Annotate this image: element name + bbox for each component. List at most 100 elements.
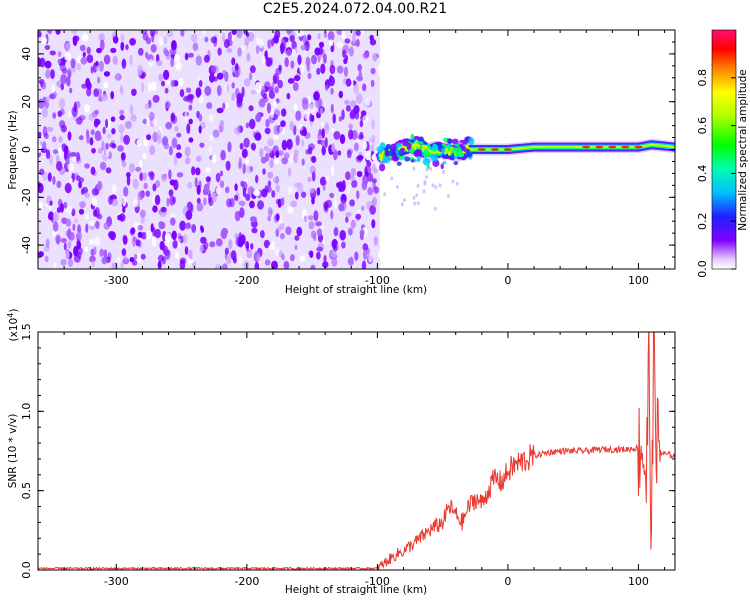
heatmap-noise-cell xyxy=(316,228,322,237)
heatmap-noise-cell xyxy=(289,154,294,164)
heatmap-noise-cell xyxy=(321,128,326,139)
heatmap-noise-cell xyxy=(38,57,42,66)
heatmap-noise-cell xyxy=(157,254,165,262)
heatmap-noise-cell xyxy=(234,210,241,222)
heatmap-noise-cell xyxy=(355,213,362,220)
heatmap-noise-cell xyxy=(322,184,326,191)
heatmap-noise-cell xyxy=(160,206,167,213)
heatmap-noise-cell xyxy=(165,121,173,130)
heatmap-noise-cell xyxy=(236,124,241,136)
heatmap-noise-cell xyxy=(103,249,108,260)
heatmap-noise-cell xyxy=(265,118,270,128)
heatmap-noise-cell xyxy=(273,124,281,136)
heatmap-noise-cell xyxy=(355,93,363,104)
heatmap-noise-cell xyxy=(287,186,293,196)
colorbar-tick-label: 0.2 xyxy=(696,212,709,230)
heatmap-noise-cell xyxy=(220,149,226,161)
heatmap-signal-cell xyxy=(401,138,409,147)
heatmap-noise-cell xyxy=(72,223,76,231)
heatmap-noise-cell xyxy=(71,156,77,162)
heatmap-noise-cell xyxy=(328,76,336,87)
heatmap-noise-cell xyxy=(324,84,329,92)
heatmap-noise-cell xyxy=(132,178,139,189)
heatmap-noise-cell xyxy=(46,96,50,103)
heatmap-noise-cell xyxy=(286,138,293,150)
heatmap-noise-cell xyxy=(371,178,377,184)
heatmap-noise-cell xyxy=(310,230,317,239)
heatmap-noise-cell xyxy=(234,183,238,192)
heatmap-noise-cell xyxy=(319,107,324,114)
heatmap-noise-cell xyxy=(142,172,147,181)
heatmap-noise-cell xyxy=(184,157,191,165)
heatmap-noise-cell xyxy=(38,201,43,209)
heatmap-noise-cell xyxy=(52,212,59,222)
heatmap-noise-cell xyxy=(260,156,267,164)
heatmap-noise-cell xyxy=(147,171,155,177)
heatmap-noise-cell xyxy=(192,42,199,51)
heatmap-noise-cell xyxy=(168,169,172,180)
heatmap-noise-cell xyxy=(170,115,178,125)
y-exponent-label: (x104) xyxy=(6,309,20,342)
heatmap-noise-cell xyxy=(136,139,142,147)
heatmap-noise-cell xyxy=(110,91,115,100)
heatmap-noise-cell xyxy=(224,83,231,93)
heatmap-noise-cell xyxy=(97,213,103,220)
heatmap-noise-cell xyxy=(157,260,162,269)
y-tick-label: 0 xyxy=(20,146,33,153)
heatmap-noise-cell xyxy=(219,120,225,127)
heatmap-noise-cell xyxy=(328,39,334,47)
heatmap-noise-cell xyxy=(91,260,95,268)
heatmap-noise-cell xyxy=(122,254,128,261)
heatmap-noise-cell xyxy=(154,194,161,206)
heatmap-noise-cell xyxy=(226,256,232,265)
heatmap-noise-cell xyxy=(216,72,224,80)
heatmap-noise-cell xyxy=(331,258,338,267)
heatmap-noise-cell xyxy=(233,256,237,264)
heatmap-signal-cell xyxy=(395,142,402,148)
heatmap-noise-cell xyxy=(187,181,193,189)
heatmap-noise-cell xyxy=(56,180,62,189)
heatmap-noise-cell xyxy=(58,136,63,143)
heatmap-speckle xyxy=(442,170,445,174)
heatmap-noise-cell xyxy=(243,30,247,35)
heatmap-noise-cell xyxy=(66,76,71,87)
heatmap-noise-cell xyxy=(294,244,298,251)
heatmap-noise-cell xyxy=(246,250,253,260)
heatmap-noise-cell xyxy=(238,157,242,168)
heatmap-noise-cell xyxy=(150,44,157,53)
heatmap-noise-cell xyxy=(152,227,156,238)
heatmap-noise-cell xyxy=(226,198,232,208)
heatmap-noise-cell xyxy=(355,30,361,36)
heatmap-noise-cell xyxy=(120,133,124,144)
heatmap-noise-cell xyxy=(214,264,222,269)
heatmap-noise-cell xyxy=(242,163,246,175)
heatmap-noise-cell xyxy=(356,155,364,161)
heatmap-noise-cell xyxy=(212,129,220,138)
colorbar-ticks: 0.0 0.2 0.4 0.6 0.8 xyxy=(696,69,736,278)
x-tick-label: -300 xyxy=(104,274,129,287)
heatmap-noise-cell xyxy=(333,131,341,140)
heatmap-noise-cell xyxy=(122,235,128,245)
heatmap-peak-cell xyxy=(490,148,499,151)
heatmap-noise-cell xyxy=(111,128,116,135)
heatmap-noise-cell xyxy=(215,172,221,183)
heatmap-noise-cell xyxy=(42,172,49,181)
heatmap-noise-cell xyxy=(341,109,345,120)
heatmap-noise-cell xyxy=(255,45,260,54)
heatmap-noise-cell xyxy=(187,52,194,58)
heatmap-noise-cell xyxy=(194,177,198,188)
heatmap-noise-cell xyxy=(211,65,217,73)
heatmap-noise-cell xyxy=(120,152,126,161)
heatmap-noise-cell xyxy=(101,93,108,102)
heatmap-noise-cell xyxy=(195,55,202,66)
heatmap-noise-cell xyxy=(55,154,60,163)
heatmap-noise-cell xyxy=(105,142,109,150)
heatmap-noise-cell xyxy=(323,255,327,264)
heatmap-noise-cell xyxy=(350,174,355,182)
heatmap-noise-cell xyxy=(139,172,144,182)
heatmap-noise-cell xyxy=(174,54,181,62)
heatmap-noise-cell xyxy=(338,116,343,122)
heatmap-noise-cell xyxy=(170,79,175,87)
heatmap-noise-cell xyxy=(137,191,144,200)
